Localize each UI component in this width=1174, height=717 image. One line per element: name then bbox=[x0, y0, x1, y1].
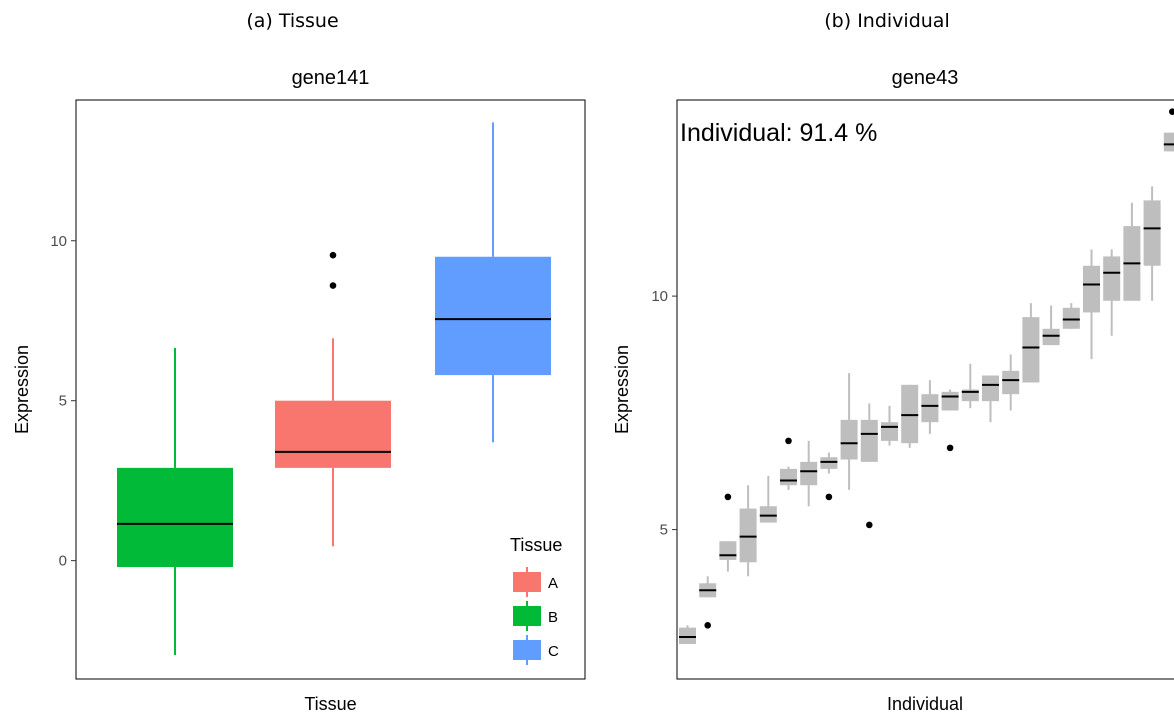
box-b-outlier bbox=[866, 521, 873, 529]
box-b-1 bbox=[679, 627, 696, 644]
panel-b-ylabel: Expression bbox=[612, 345, 632, 434]
box-b-6 bbox=[780, 468, 797, 486]
panel-b-xlabel: Individual bbox=[887, 694, 963, 714]
box-a-B bbox=[117, 467, 233, 568]
box-b-18 bbox=[1022, 317, 1040, 383]
legend-key-A bbox=[513, 572, 541, 592]
box-b-10 bbox=[860, 419, 878, 462]
box-b-25 bbox=[1163, 132, 1174, 152]
panel-b-annotation: Individual: 91.4 % bbox=[680, 119, 877, 147]
box-b-outlier bbox=[1169, 108, 1174, 115]
box-b-17 bbox=[1002, 370, 1020, 395]
caption-a: (a) Tissue bbox=[246, 10, 339, 32]
box-b-outlier bbox=[825, 493, 833, 501]
box-b-12 bbox=[901, 384, 919, 444]
box-b-14 bbox=[941, 391, 959, 411]
legend-key-C bbox=[513, 640, 541, 660]
legend-label: A bbox=[548, 575, 558, 592]
box-b-11 bbox=[881, 422, 898, 441]
box-b-9 bbox=[840, 419, 858, 460]
panel-a-ytick-label: 10 bbox=[50, 233, 67, 250]
panel-b-ytick-label: 5 bbox=[660, 522, 668, 539]
panel-a-title: gene141 bbox=[292, 67, 370, 89]
box-a-outlier bbox=[329, 282, 337, 289]
box-b-22 bbox=[1103, 256, 1121, 301]
box-b-outlier bbox=[946, 444, 954, 452]
legend-label: C bbox=[548, 643, 559, 660]
caption-b: (b) Individual bbox=[824, 10, 950, 32]
box-b-outlier bbox=[704, 622, 711, 629]
panel-b-title: gene43 bbox=[892, 67, 959, 89]
box-b-outlier bbox=[785, 437, 792, 445]
legend-key-B bbox=[513, 606, 541, 626]
box-b-outlier bbox=[724, 493, 732, 501]
box-b-19 bbox=[1042, 328, 1060, 346]
panel-b-frame bbox=[676, 99, 1174, 680]
panel-a-xlabel: Tissue bbox=[304, 694, 356, 714]
box-b-8 bbox=[820, 457, 838, 469]
box-b-13 bbox=[921, 394, 939, 423]
box-a-C bbox=[435, 256, 551, 376]
box-b-4 bbox=[739, 508, 757, 563]
box-b-21 bbox=[1083, 265, 1100, 313]
panel-a-frame bbox=[75, 99, 586, 680]
panel-b-ytick-label: 10 bbox=[651, 288, 668, 305]
legend-label: B bbox=[548, 609, 558, 626]
box-b-20 bbox=[1062, 307, 1080, 329]
box-b-16 bbox=[982, 375, 999, 402]
box-b-3 bbox=[719, 541, 737, 560]
panel-a-ylabel: Expression bbox=[12, 345, 32, 434]
box-a-A bbox=[275, 400, 391, 468]
box-a-outlier bbox=[329, 251, 337, 259]
panel-a-ytick-label: 0 bbox=[59, 553, 67, 570]
panel-a-ytick-label: 5 bbox=[59, 393, 67, 410]
legend-title: Tissue bbox=[510, 535, 562, 555]
box-b-24 bbox=[1143, 200, 1161, 266]
box-b-15 bbox=[961, 389, 979, 402]
box-b-5 bbox=[759, 506, 777, 523]
box-b-7 bbox=[800, 461, 818, 486]
